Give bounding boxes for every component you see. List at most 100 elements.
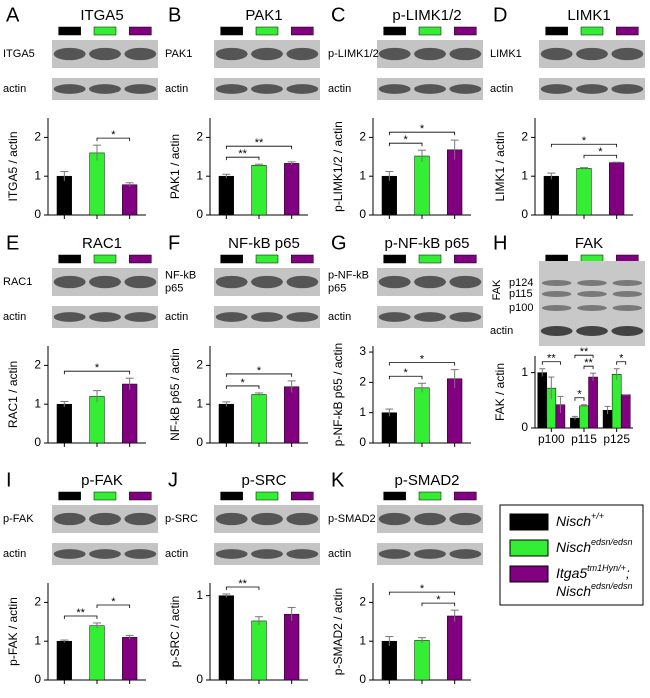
lane-chip bbox=[93, 26, 117, 36]
y-tick-label: 2 bbox=[359, 130, 366, 144]
bar bbox=[381, 640, 397, 681]
y-tick-label: 0 bbox=[34, 672, 41, 686]
panel-title: p-SRC bbox=[241, 472, 286, 489]
legend-label: Nischedsn/edsn bbox=[556, 537, 633, 554]
y-tick-label: 1 bbox=[34, 396, 41, 410]
blot-band bbox=[53, 47, 86, 61]
significance-bracket bbox=[550, 143, 618, 148]
significance-label: ** bbox=[238, 578, 247, 590]
bar bbox=[56, 403, 72, 444]
significance-label: * bbox=[598, 146, 603, 158]
bar bbox=[251, 394, 267, 444]
significance-bracket bbox=[63, 615, 98, 619]
significance-label: ** bbox=[76, 607, 85, 619]
x-tick-label: p100 bbox=[538, 432, 565, 446]
y-axis-label: PAK1 / actin bbox=[168, 134, 182, 199]
lane-chip bbox=[616, 26, 639, 36]
blot-band bbox=[541, 291, 572, 297]
blot-band bbox=[286, 47, 319, 61]
blot-band bbox=[577, 291, 607, 297]
significance-label: * bbox=[577, 389, 582, 401]
significance-bracket bbox=[96, 604, 131, 608]
significance-bracket bbox=[388, 591, 456, 596]
blot-band bbox=[414, 47, 446, 61]
bar bbox=[284, 386, 300, 444]
y-axis-label: NF-kB p65 / actin bbox=[168, 348, 182, 441]
significance-bracket bbox=[225, 156, 260, 161]
significance-label: * bbox=[619, 353, 624, 365]
blot-band bbox=[89, 312, 121, 322]
blot-band bbox=[286, 275, 319, 289]
y-tick-label: 0 bbox=[196, 207, 203, 221]
blot-band bbox=[286, 84, 319, 94]
bar bbox=[284, 163, 300, 216]
bar bbox=[588, 376, 598, 429]
blot-band bbox=[89, 512, 121, 526]
blot-band bbox=[378, 549, 411, 559]
lane-chip bbox=[220, 491, 243, 501]
bar bbox=[609, 162, 625, 216]
y-axis-label: p-SRC / actin bbox=[168, 596, 182, 667]
y-tick-label: 1 bbox=[34, 633, 41, 647]
significance-bracket bbox=[541, 361, 561, 365]
bar bbox=[218, 403, 234, 444]
blot-label: NF-kB bbox=[165, 269, 196, 281]
blot-band bbox=[577, 280, 607, 286]
blot-band bbox=[251, 549, 283, 559]
significance-bracket bbox=[388, 142, 423, 147]
blot-label: actin bbox=[328, 311, 351, 323]
lane-chip bbox=[220, 254, 243, 264]
bar bbox=[122, 184, 138, 216]
lane-chip bbox=[580, 26, 604, 36]
panel-title: ITGA5 bbox=[80, 7, 123, 24]
blot-band bbox=[414, 512, 446, 526]
y-tick-label: 1 bbox=[521, 168, 528, 182]
x-tick-label: p115 bbox=[571, 432, 597, 446]
legend-text: Itga5 bbox=[556, 565, 587, 581]
blot-band bbox=[89, 549, 121, 559]
lane-chip bbox=[291, 491, 314, 501]
panel-title: p-NF-kB p65 bbox=[384, 235, 469, 252]
blot-band bbox=[53, 512, 86, 526]
blot-label: p-NF-kB bbox=[328, 269, 369, 281]
panel-title: p-LIMK1/2 bbox=[392, 7, 461, 24]
blot-band bbox=[414, 549, 446, 559]
lane-chip bbox=[454, 491, 477, 501]
y-tick-label: 2 bbox=[521, 130, 528, 144]
legend-swatch bbox=[509, 539, 549, 557]
significance-bracket bbox=[616, 361, 627, 365]
significance-bracket bbox=[583, 154, 618, 159]
significance-label: * bbox=[111, 596, 116, 608]
blot-label: actin bbox=[328, 83, 351, 95]
blot-band bbox=[612, 280, 643, 286]
legend-text: +/+ bbox=[591, 511, 604, 521]
blot-label: p-LIMK1/2 bbox=[328, 48, 379, 60]
y-axis-label: RAC1 / actin bbox=[6, 361, 20, 428]
lane-chip bbox=[291, 254, 314, 264]
y-tick-label: 2 bbox=[196, 358, 203, 372]
significance-bracket bbox=[225, 586, 260, 590]
bar bbox=[620, 394, 631, 429]
blot-band bbox=[378, 512, 411, 526]
lane-chip bbox=[129, 254, 152, 264]
y-axis-label: ITGA5 / actin bbox=[6, 131, 20, 201]
significance-label: ** bbox=[238, 148, 247, 160]
bar bbox=[579, 405, 589, 429]
y-tick-label: 0 bbox=[34, 435, 41, 449]
significance-label: * bbox=[582, 135, 587, 147]
blot-band bbox=[449, 549, 482, 559]
y-tick-label: 1 bbox=[359, 405, 366, 419]
panel-title: NF-kB p65 bbox=[228, 235, 300, 252]
blot-band bbox=[215, 275, 248, 289]
panel-title: p-FAK bbox=[81, 472, 123, 489]
blot-band bbox=[540, 84, 573, 94]
bar bbox=[414, 640, 430, 681]
band-label: p115 bbox=[509, 288, 533, 300]
band-label: p124 bbox=[509, 277, 533, 289]
legend-swatch bbox=[509, 513, 549, 531]
lane-chip bbox=[255, 254, 279, 264]
lane-chip bbox=[58, 254, 81, 264]
blot-band bbox=[215, 312, 248, 322]
blot-label: PAK1 bbox=[165, 48, 192, 60]
blot-band bbox=[378, 275, 411, 289]
